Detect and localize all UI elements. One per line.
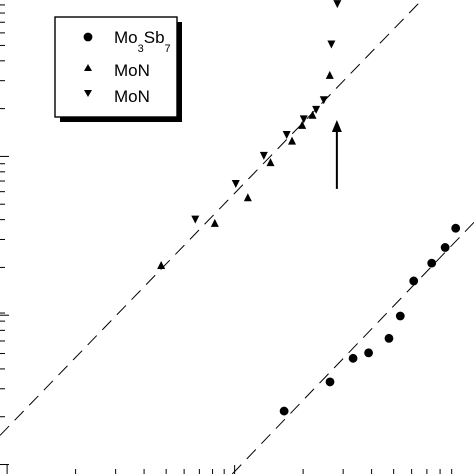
mon-triangle-up-point	[243, 193, 252, 202]
mon-triangle-down-point	[282, 130, 291, 139]
mon-triangle-up-point	[157, 261, 166, 270]
mon-triangle-down-point	[333, 0, 342, 9]
mon-triangle-up-point	[288, 136, 297, 145]
legend-circle-marker	[83, 32, 93, 42]
mon-triangle-up-point	[308, 110, 317, 119]
mo3sb7-point	[395, 311, 405, 321]
mon-triangle-down-point	[231, 180, 240, 189]
mon-triangle-up-point	[325, 70, 334, 79]
legend-label-mo3sb7: Mo3Sb7	[114, 28, 171, 55]
legend-triangle-down-marker	[84, 90, 92, 97]
mo3sb7-point	[384, 333, 394, 343]
mon-triangle-down-point	[191, 215, 200, 224]
fit-line-1	[0, 0, 423, 436]
mon-triangle-down-point	[299, 115, 308, 124]
mon-triangle-up-point	[266, 158, 275, 167]
axis-ticks	[0, 4, 453, 474]
mo3sb7-point	[348, 353, 358, 363]
legend-sb: Sb	[144, 28, 165, 47]
legend: Mo3Sb7 MoN MoN	[54, 16, 182, 122]
mon-triangle-down-point	[327, 40, 336, 49]
mo3sb7-point	[325, 377, 335, 387]
mon-triangle-down-point	[259, 151, 268, 160]
mo3sb7-point	[279, 406, 289, 416]
legend-triangle-up-marker	[84, 64, 92, 71]
mo3sb7-point	[451, 223, 461, 233]
fit-line-2	[231, 221, 474, 474]
mo3sb7-point	[364, 348, 373, 358]
mon-triangle-down-point	[312, 105, 321, 114]
legend-mo: Mo	[114, 28, 138, 47]
legend-label-mon-1: MoN	[114, 61, 150, 80]
mo3sb7-point	[440, 243, 450, 252]
mon-triangle-up-point	[298, 120, 307, 129]
legend-box	[54, 16, 178, 118]
mo3sb7-point	[409, 276, 419, 286]
legend-sub-7: 7	[165, 43, 171, 55]
data-points	[157, 0, 461, 416]
legend-label-mon-2: MoN	[114, 87, 150, 106]
arrow-head	[331, 119, 342, 132]
mon-triangle-down-point	[319, 96, 328, 105]
legend-sub-3: 3	[138, 43, 144, 55]
annotation-arrow	[331, 119, 342, 189]
mon-triangle-up-point	[210, 218, 219, 227]
mo3sb7-point	[427, 258, 437, 268]
